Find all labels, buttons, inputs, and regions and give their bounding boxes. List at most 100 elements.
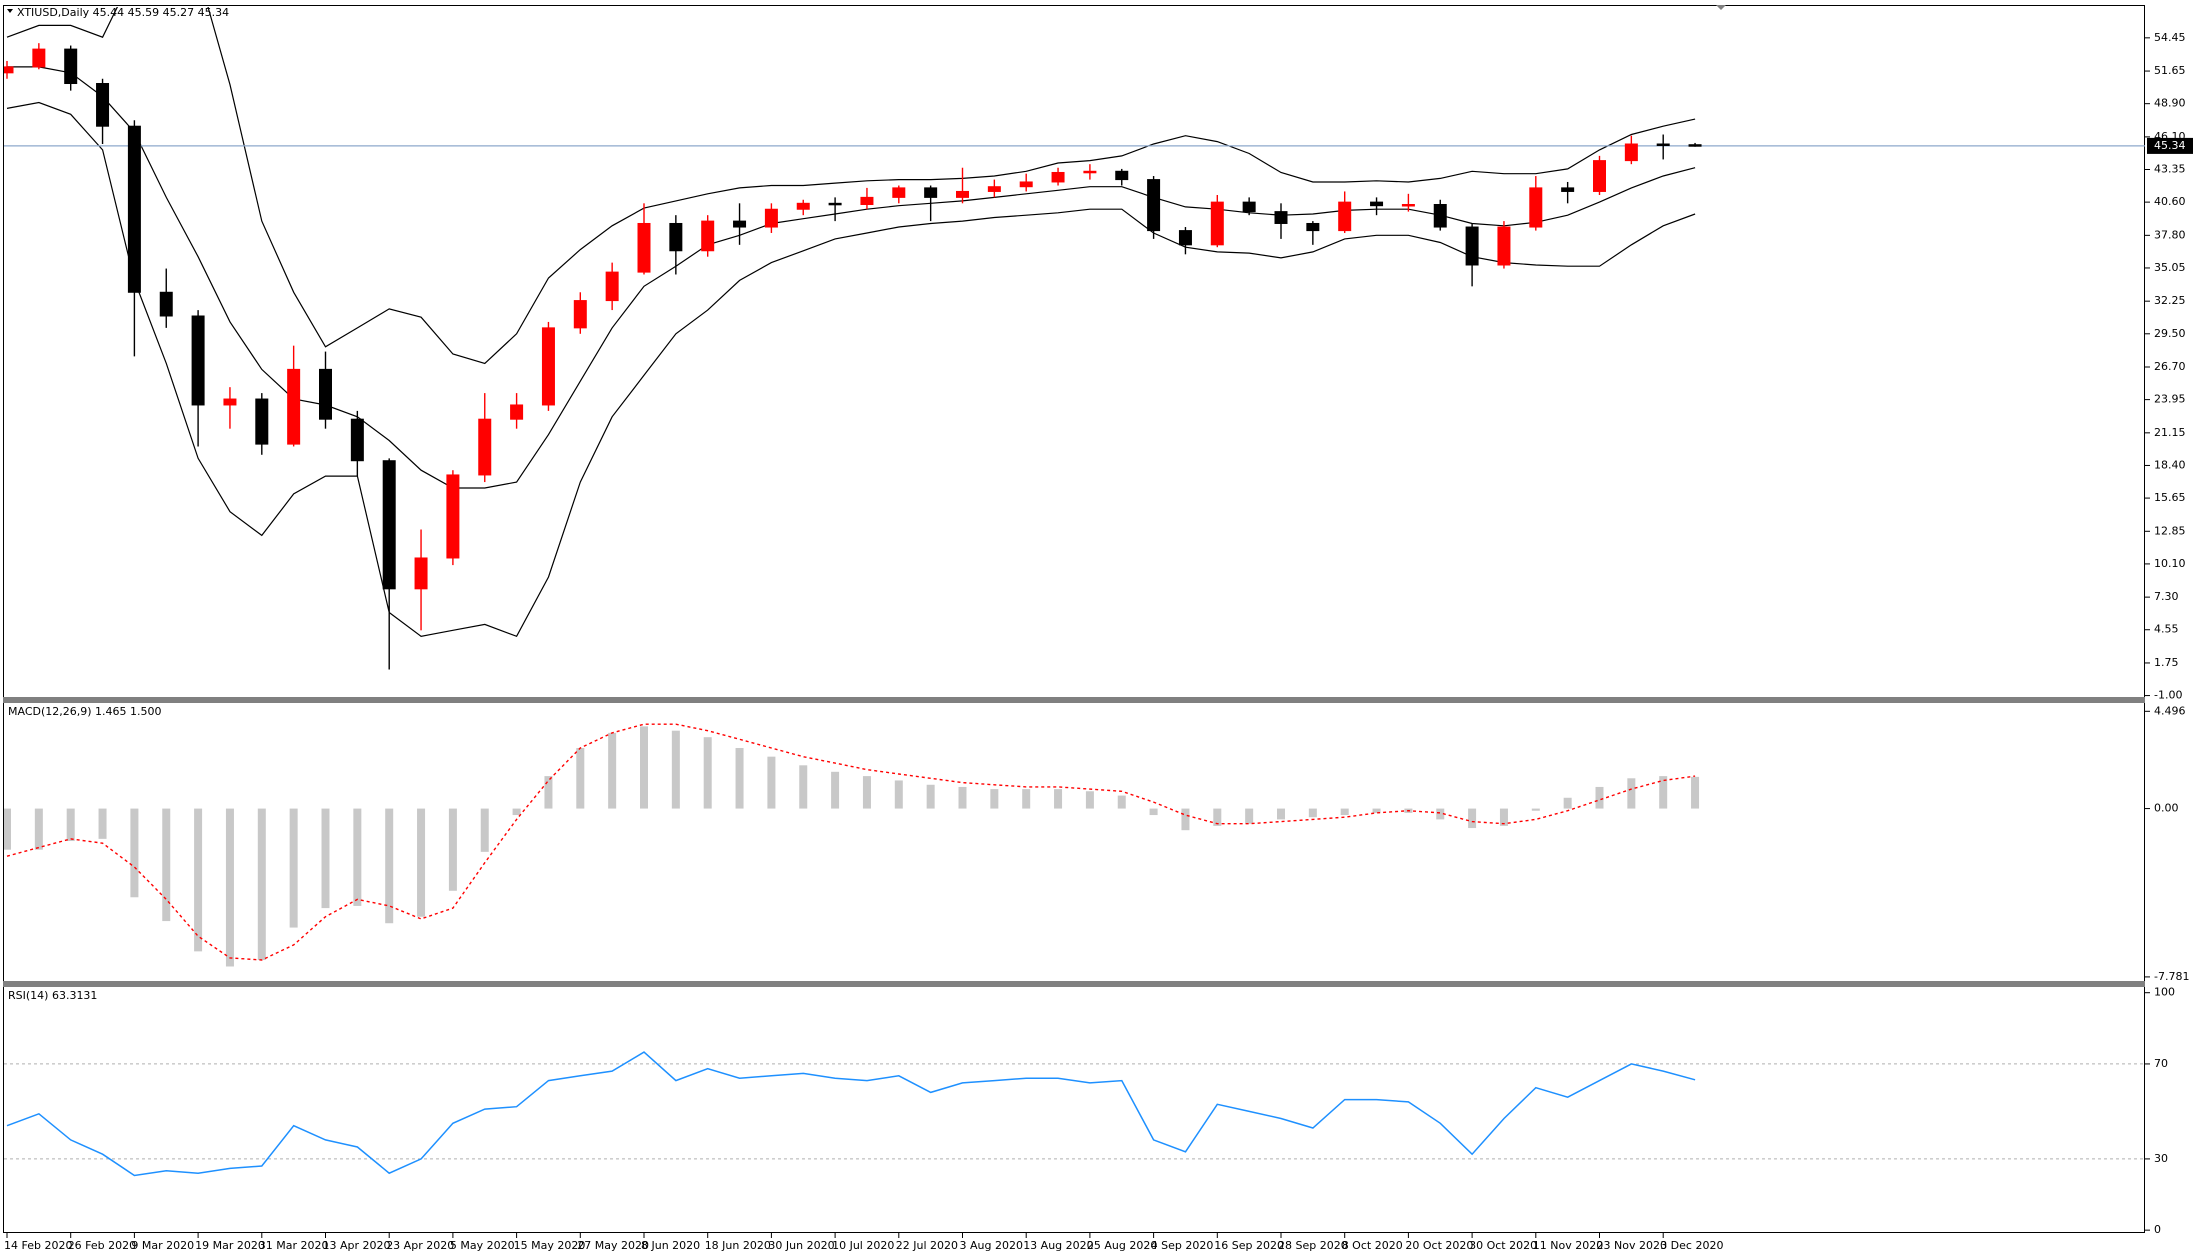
candle-body xyxy=(1561,187,1575,192)
x-tick-label: 23 Apr 2020 xyxy=(386,1239,454,1252)
macd-bar xyxy=(321,808,330,909)
macd-bar xyxy=(735,747,744,809)
x-tick-label: 5 May 2020 xyxy=(450,1239,515,1252)
candle-body xyxy=(1688,144,1702,147)
macd-signal xyxy=(6,723,1696,961)
y-tick-label: 1.75 xyxy=(2154,656,2179,669)
macd-bar xyxy=(1277,808,1285,820)
macd-bar xyxy=(417,808,426,917)
candle-body xyxy=(892,187,906,198)
candle-body xyxy=(1370,201,1384,207)
candle-body xyxy=(510,404,524,420)
macd-bar xyxy=(1054,789,1063,809)
macd-bar xyxy=(1659,776,1668,809)
macd-bar xyxy=(1181,808,1190,831)
candle-body xyxy=(32,48,46,68)
macd-bar xyxy=(1499,808,1508,826)
macd-bar xyxy=(289,808,298,928)
y-tick-label: 43.35 xyxy=(2154,163,2186,176)
y-tick-label: 21.15 xyxy=(2154,426,2186,439)
candle-body xyxy=(956,190,969,198)
macd-bar xyxy=(353,808,362,906)
macd-bar xyxy=(926,784,935,809)
candle-body xyxy=(1210,201,1224,246)
y-tick-label: 12.85 xyxy=(2154,524,2186,537)
x-tick-label: 20 Oct 2020 xyxy=(1405,1239,1473,1252)
candle-body xyxy=(96,83,110,127)
macd-bar xyxy=(767,756,776,809)
macd-bar xyxy=(640,726,648,809)
y-tick-label: 100 xyxy=(2154,986,2175,999)
candle-body xyxy=(350,418,364,462)
x-tick-label: 13 Apr 2020 xyxy=(323,1239,391,1252)
macd-bar xyxy=(1627,778,1636,809)
macd-bar xyxy=(480,808,489,852)
y-tick-label: 4.496 xyxy=(2154,704,2186,717)
x-tick-label: 28 Sep 2020 xyxy=(1278,1239,1348,1252)
candle-body xyxy=(1019,181,1033,188)
candle-body xyxy=(924,187,938,198)
candle-body xyxy=(446,474,460,559)
x-tick-label: 27 May 2020 xyxy=(577,1239,649,1252)
macd-bar xyxy=(1085,791,1094,809)
bollinger-upper xyxy=(6,7,1696,365)
x-tick-label: 25 Aug 2020 xyxy=(1087,1239,1157,1252)
macd-bar xyxy=(1691,776,1700,809)
x-tick-label: 9 Mar 2020 xyxy=(131,1239,194,1252)
macd-bar xyxy=(225,808,234,967)
y-tick-label: -1.00 xyxy=(2154,689,2182,702)
y-tick-label: 54.45 xyxy=(2154,31,2186,44)
macd-bar xyxy=(958,786,967,809)
shift-marker[interactable] xyxy=(1716,5,1726,10)
candle-body xyxy=(1147,179,1161,232)
last-price-box xyxy=(2147,137,2193,154)
menu-arrow[interactable] xyxy=(7,9,13,13)
x-tick-label: 14 Feb 2020 xyxy=(4,1239,72,1252)
y-tick-label: 26.70 xyxy=(2154,360,2186,373)
candle-body xyxy=(701,220,715,252)
x-tick-label: 10 Jul 2020 xyxy=(832,1239,894,1252)
y-tick-label: 70 xyxy=(2154,1057,2168,1070)
y-tick-label: 30 xyxy=(2154,1152,2168,1165)
candle-body xyxy=(573,300,587,329)
x-tick-label: 26 Feb 2020 xyxy=(68,1239,136,1252)
macd-bar xyxy=(448,808,457,891)
candle-body xyxy=(987,186,1001,192)
candle-body xyxy=(1178,230,1192,246)
macd-bar xyxy=(1468,808,1477,829)
macd-bar xyxy=(831,771,840,809)
y-tick-label: 37.80 xyxy=(2154,228,2186,241)
candle-body xyxy=(64,48,78,85)
macd-bar xyxy=(608,732,617,809)
y-tick-label: 23.95 xyxy=(2154,393,2186,406)
chart-frame xyxy=(3,5,2145,1233)
macd-bar xyxy=(862,776,871,809)
y-tick-label: 0 xyxy=(2154,1223,2161,1236)
price-title: XTIUSD,Daily 45.44 45.59 45.27 45.34 xyxy=(17,6,229,19)
macd-bar xyxy=(1149,808,1158,816)
macd-bar xyxy=(1213,808,1222,826)
candle-body xyxy=(191,315,205,406)
y-tick-label: -7.781 xyxy=(2154,970,2189,983)
macd-bar xyxy=(1340,808,1349,816)
macd-bar xyxy=(1022,789,1031,809)
y-tick-label: 4.55 xyxy=(2154,623,2179,636)
macd-bar xyxy=(894,780,903,809)
x-tick-label: 3 Aug 2020 xyxy=(960,1239,1023,1252)
candle-body xyxy=(1274,211,1288,224)
plot-area xyxy=(4,723,1700,967)
macd-bar xyxy=(1595,786,1604,809)
x-tick-label: 11 Nov 2020 xyxy=(1533,1239,1603,1252)
x-tick-label: 22 Jul 2020 xyxy=(896,1239,958,1252)
macd-bar xyxy=(385,808,394,924)
panel-separator xyxy=(3,697,2145,703)
x-tick-label: 15 May 2020 xyxy=(514,1239,586,1252)
x-tick-label: 16 Sep 2020 xyxy=(1214,1239,1284,1252)
y-tick-label: 40.60 xyxy=(2154,195,2186,208)
candle-body xyxy=(637,222,651,273)
macd-bar xyxy=(257,808,266,961)
macd-bar xyxy=(1436,808,1445,820)
y-tick-label: 18.40 xyxy=(2154,458,2186,471)
